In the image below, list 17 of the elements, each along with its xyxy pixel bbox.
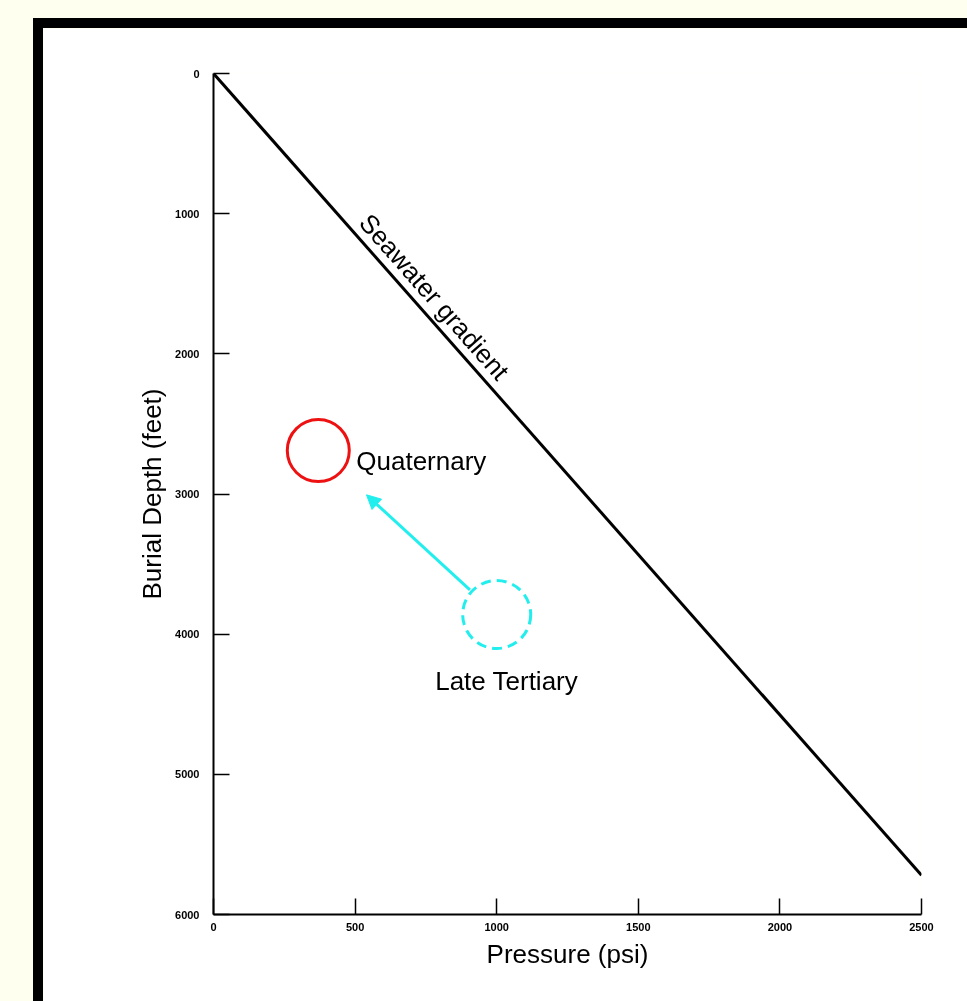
y-tick-label: 1000 xyxy=(175,207,200,220)
x-tick-label: 500 xyxy=(345,920,365,933)
y-tick-label: 4000 xyxy=(175,628,200,641)
x-tick-label: 0 xyxy=(210,920,217,933)
y-axis-title: Burial Depth (feet) xyxy=(137,388,168,600)
y-tick-label: 2000 xyxy=(175,347,200,360)
x-axis-title: Pressure (psi) xyxy=(486,938,649,969)
y-tick-label: 0 xyxy=(193,67,200,80)
series-label: Late Tertiary xyxy=(435,665,578,696)
x-tick-label: 1000 xyxy=(484,920,509,933)
y-tick-label: 5000 xyxy=(175,768,200,781)
y-tick-label: 3000 xyxy=(175,488,200,500)
x-tick-label: 2000 xyxy=(767,920,793,933)
series-label: Quaternary xyxy=(356,445,487,476)
x-tick-label: 2500 xyxy=(909,920,934,933)
y-tick-label: 6000 xyxy=(175,908,200,921)
x-tick-label: 1500 xyxy=(626,920,651,933)
